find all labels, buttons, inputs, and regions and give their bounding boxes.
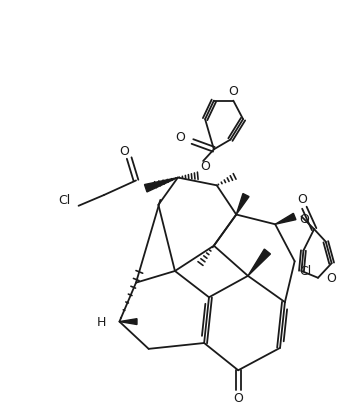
Polygon shape [119, 319, 137, 325]
Text: H: H [97, 315, 106, 328]
Text: O: O [326, 272, 336, 285]
Text: O: O [233, 391, 243, 404]
Text: Cl: Cl [299, 265, 312, 278]
Polygon shape [236, 194, 249, 215]
Polygon shape [275, 214, 296, 225]
Polygon shape [248, 249, 270, 276]
Text: O: O [297, 193, 307, 206]
Text: O: O [228, 85, 238, 98]
Text: Cl: Cl [59, 194, 71, 207]
Text: O: O [119, 145, 129, 158]
Text: O: O [200, 160, 210, 173]
Text: O: O [299, 212, 309, 225]
Polygon shape [145, 178, 178, 192]
Text: O: O [175, 131, 185, 144]
